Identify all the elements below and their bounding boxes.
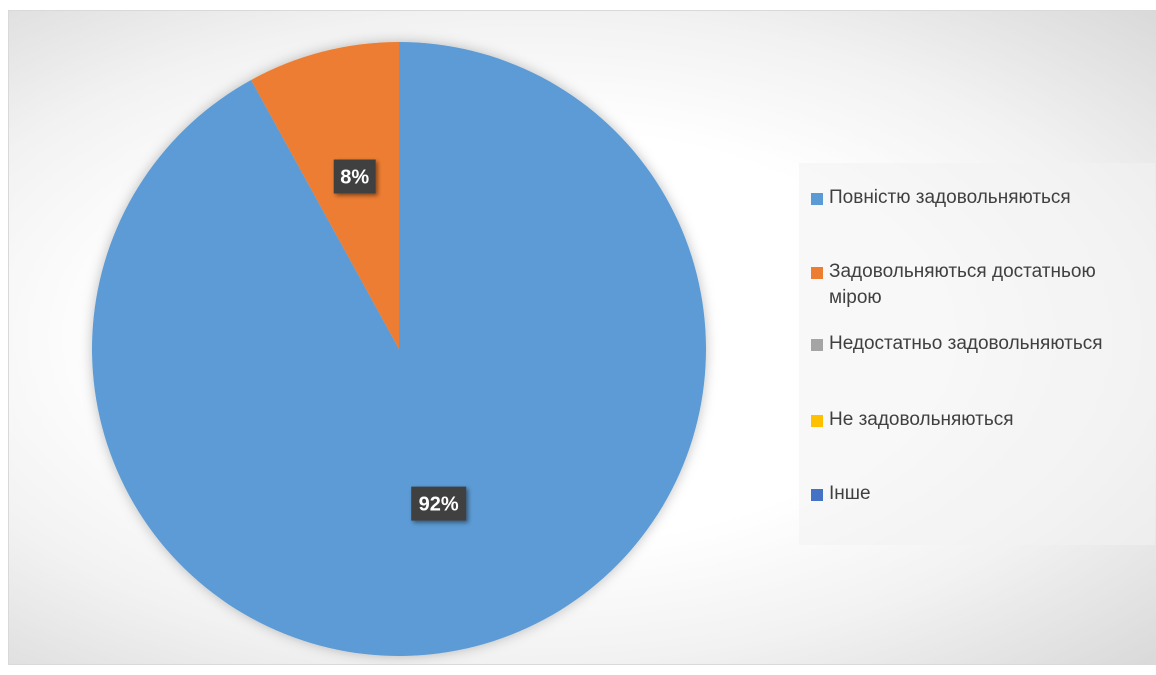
legend-swatch — [811, 193, 823, 205]
data-label-sufficiently-satisfied: 8% — [333, 159, 376, 194]
slice-sufficiently-satisfied — [251, 42, 399, 349]
legend-label: Повністю задовольняються — [829, 187, 1071, 208]
chart-area: 92% 8% Повністю задовольняються Задовольн… — [8, 10, 1156, 665]
legend-item-not-satisfied: Не задовольняються — [811, 407, 1149, 433]
data-label-fully-satisfied: 92% — [411, 486, 467, 521]
legend-label: Не задовольняються — [829, 409, 1014, 430]
legend-label: Задовольняються достатньою мірою — [829, 261, 1096, 308]
legend-item-sufficiently-satisfied: Задовольняються достатньою мірою — [811, 259, 1129, 311]
slice-fully-satisfied — [91, 42, 707, 657]
legend-item-other: Інше — [811, 481, 1149, 507]
legend-label: Недостатньо задовольняються — [829, 333, 1103, 354]
pie-slices — [91, 42, 707, 657]
legend-label: Інше — [829, 483, 871, 504]
legend-item-fully-satisfied: Повністю задовольняються — [811, 185, 1149, 211]
legend-swatch — [811, 339, 823, 351]
pie-data-labels: 92% 8% — [333, 159, 467, 521]
legend-swatch — [811, 267, 823, 279]
svg-text:92%: 92% — [419, 494, 459, 516]
legend-swatch — [811, 415, 823, 427]
legend: Повністю задовольняються Задовольняються… — [799, 163, 1155, 545]
legend-swatch — [811, 489, 823, 501]
pie-plot: 92% 8% — [91, 42, 707, 657]
legend-item-insufficiently-satisfied: Недостатньо задовольняються — [811, 331, 1156, 357]
svg-text:8%: 8% — [340, 167, 369, 189]
